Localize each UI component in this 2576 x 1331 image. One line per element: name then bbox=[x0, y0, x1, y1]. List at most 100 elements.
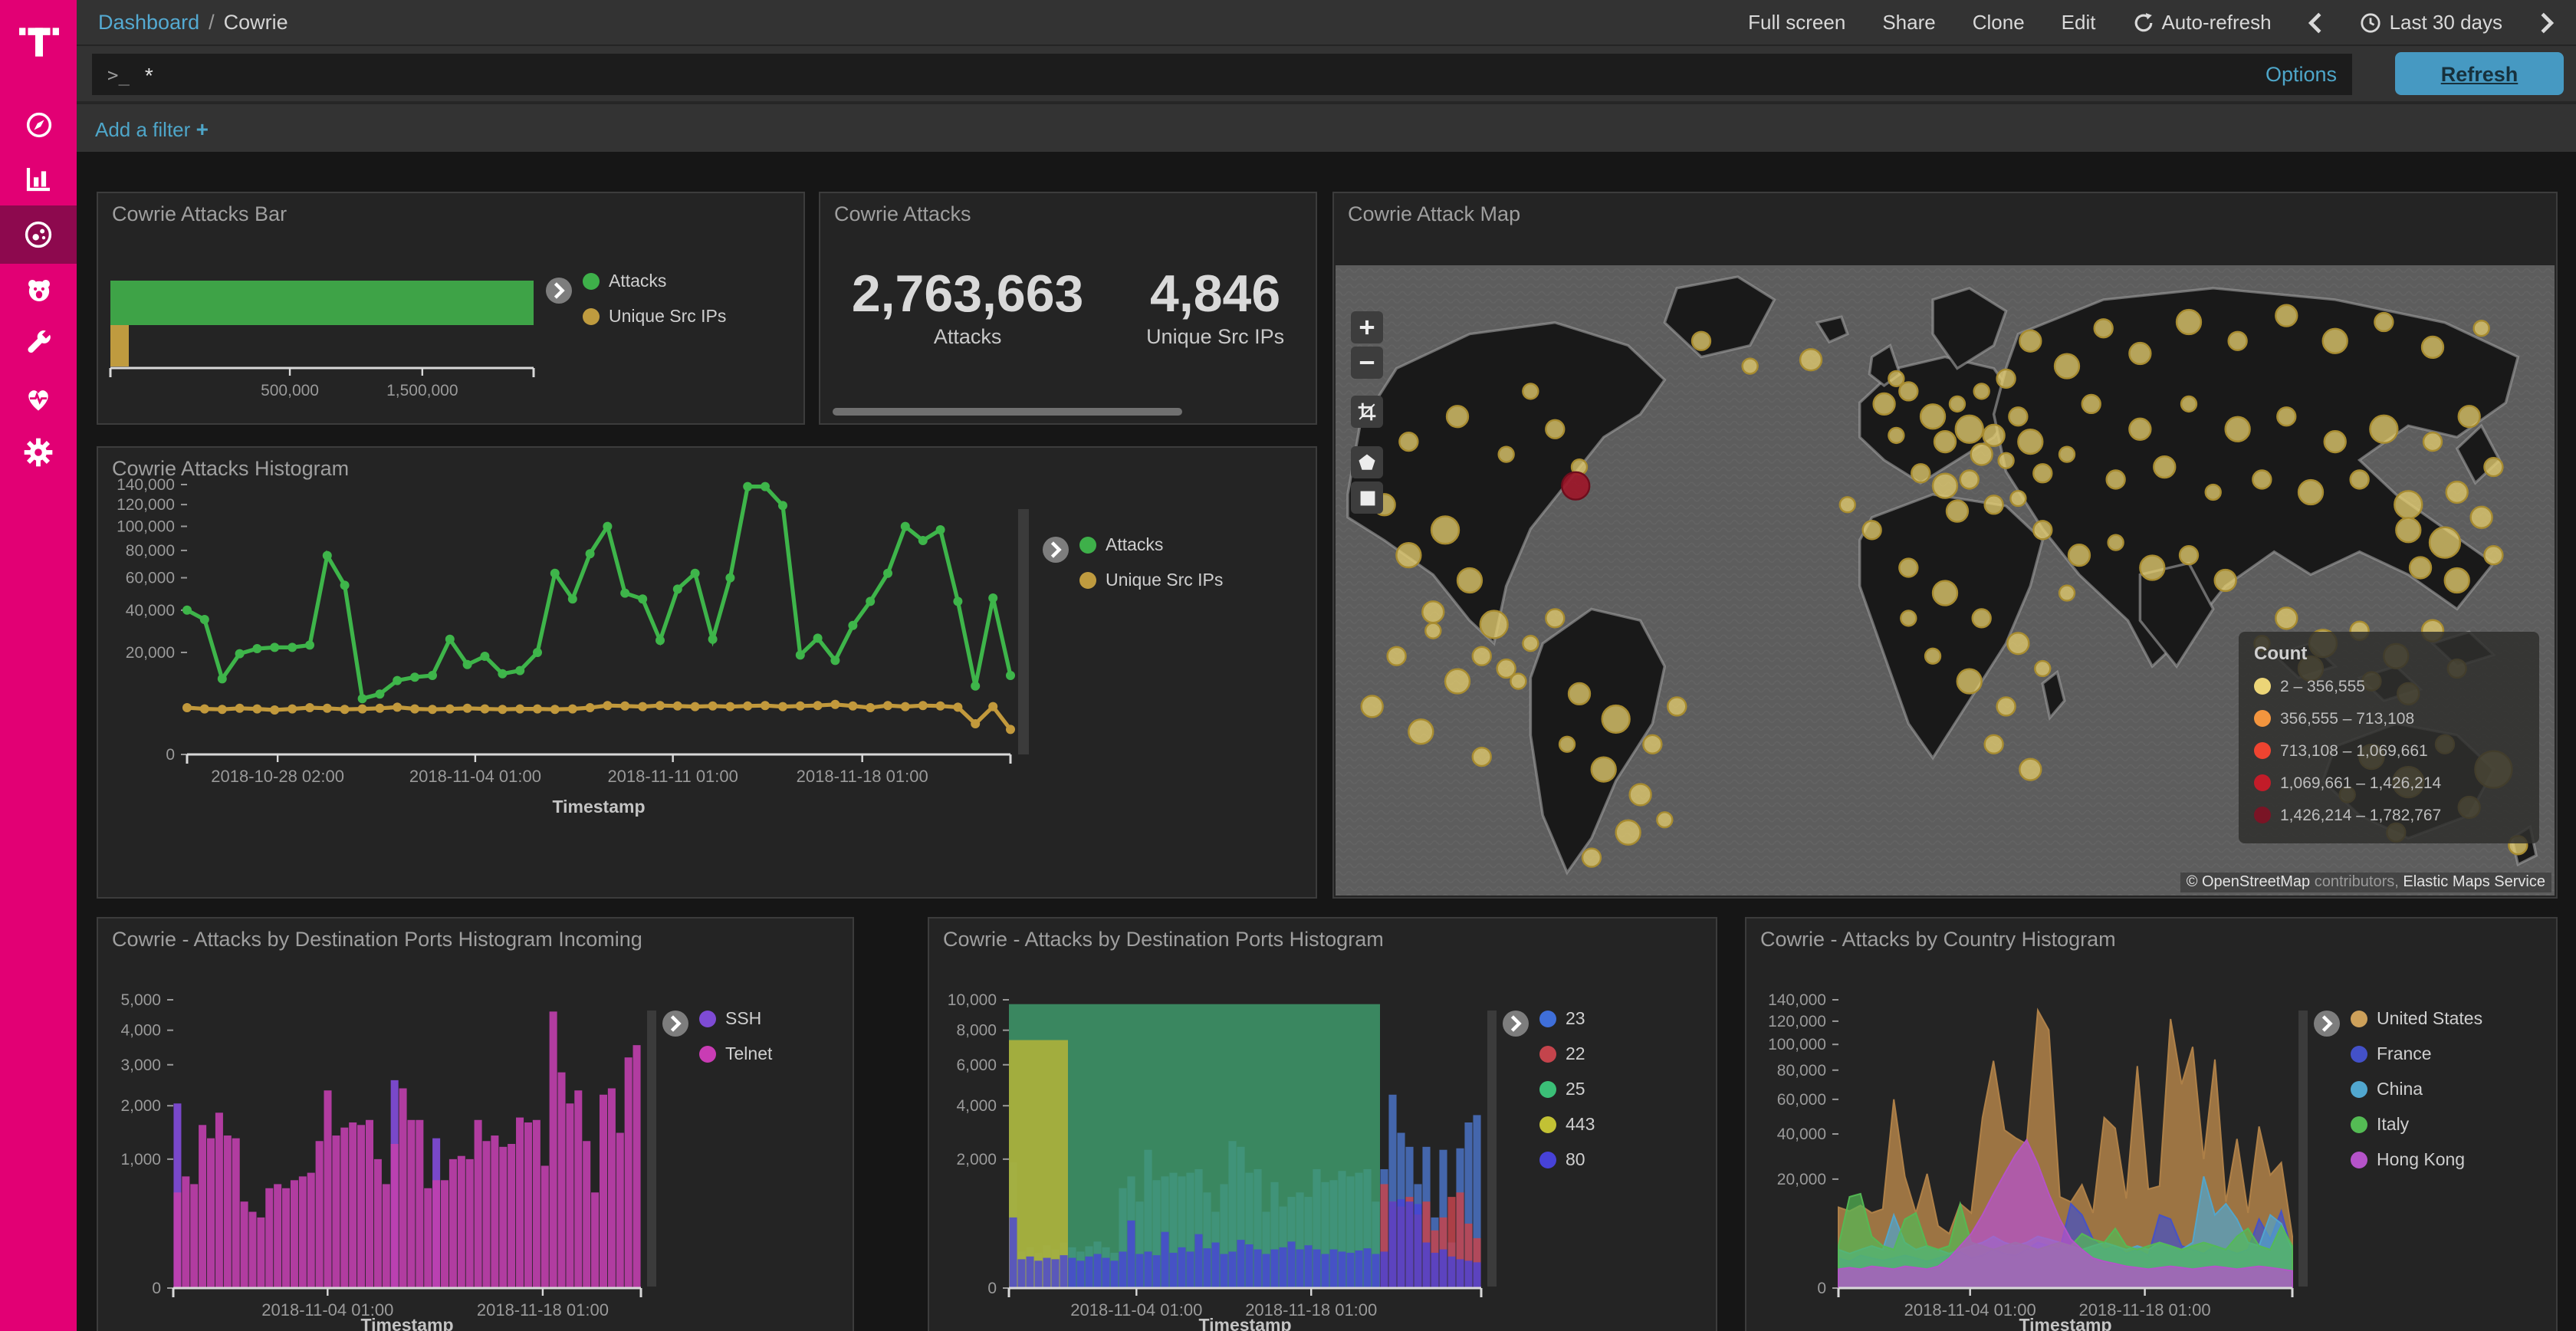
attack-point[interactable] bbox=[1656, 811, 1674, 829]
attack-point[interactable] bbox=[1545, 608, 1566, 629]
attack-point[interactable] bbox=[2483, 456, 2504, 478]
attack-point[interactable] bbox=[1471, 646, 1492, 666]
attack-point[interactable] bbox=[2422, 431, 2443, 452]
attack-point[interactable] bbox=[2297, 478, 2325, 506]
attack-point[interactable] bbox=[2252, 469, 2272, 490]
attack-point[interactable] bbox=[2224, 416, 2251, 442]
attack-point[interactable] bbox=[2445, 480, 2469, 504]
attack-point[interactable] bbox=[1581, 847, 1602, 868]
attack-point[interactable] bbox=[2276, 406, 2297, 427]
attack-point[interactable] bbox=[2009, 489, 2027, 508]
attack-point[interactable] bbox=[2275, 606, 2298, 630]
legend-item-china[interactable]: China bbox=[2351, 1072, 2482, 1107]
search-input[interactable]: >_ * Options bbox=[92, 54, 2352, 95]
attack-point[interactable] bbox=[1996, 368, 2016, 389]
sidebar-item-visualize[interactable] bbox=[0, 152, 77, 205]
attack-point[interactable] bbox=[2175, 308, 2203, 336]
legend-expand-button[interactable] bbox=[2314, 1011, 2340, 1037]
edit-button[interactable]: Edit bbox=[2061, 11, 2096, 34]
legend-expand-button[interactable] bbox=[662, 1011, 688, 1037]
legend-item-ssh[interactable]: SSH bbox=[699, 1001, 772, 1037]
legend-item-italy[interactable]: Italy bbox=[2351, 1107, 2482, 1142]
attack-point[interactable] bbox=[1911, 463, 1931, 484]
chart-scrollbar[interactable] bbox=[1018, 509, 1029, 754]
attack-point[interactable] bbox=[2275, 304, 2298, 327]
attack-point[interactable] bbox=[1741, 357, 1759, 375]
legend-item-unique-src-ips[interactable]: Unique Src IPs bbox=[583, 299, 726, 334]
attack-point[interactable] bbox=[2081, 393, 2101, 415]
attack-point[interactable] bbox=[1424, 622, 1442, 639]
attack-point[interactable] bbox=[2321, 327, 2348, 354]
legend-item-france[interactable]: France bbox=[2351, 1037, 2482, 1072]
legend-item-22[interactable]: 22 bbox=[1539, 1037, 1595, 1072]
attack-point[interactable] bbox=[1924, 647, 1942, 665]
query-options-link[interactable]: Options bbox=[2265, 63, 2337, 86]
attack-point[interactable] bbox=[1479, 610, 1509, 639]
attack-point[interactable] bbox=[1395, 542, 1422, 569]
attack-point[interactable] bbox=[1997, 452, 2015, 469]
attack-point[interactable] bbox=[2227, 330, 2248, 351]
draw-rectangle-button[interactable] bbox=[1351, 481, 1383, 514]
attack-point[interactable] bbox=[2032, 520, 2053, 541]
legend-item-443[interactable]: 443 bbox=[1539, 1107, 1595, 1142]
attack-point[interactable] bbox=[1933, 429, 1957, 454]
attack-point[interactable] bbox=[1522, 383, 1539, 400]
sidebar-item-devtools[interactable] bbox=[0, 317, 77, 371]
legend-item-2-356-555[interactable]: 2 – 356,555 bbox=[2254, 670, 2524, 702]
legend-item-united-states[interactable]: United States bbox=[2351, 1001, 2482, 1037]
sidebar-item-bear[interactable] bbox=[0, 264, 77, 317]
legend-item-attacks[interactable]: Attacks bbox=[1079, 527, 1223, 563]
horizontal-scrollbar[interactable] bbox=[833, 408, 1182, 416]
attack-point[interactable] bbox=[1398, 431, 1419, 452]
attack-point[interactable] bbox=[2457, 405, 2481, 429]
attack-point[interactable] bbox=[1445, 405, 1470, 429]
attack-point[interactable] bbox=[1931, 580, 1959, 606]
legend-item-23[interactable]: 23 bbox=[1539, 1001, 1595, 1037]
attack-point[interactable] bbox=[2349, 469, 2370, 490]
attack-point[interactable] bbox=[1496, 658, 1516, 679]
attack-point[interactable] bbox=[1872, 392, 1896, 416]
legend-item-unique-src-ips[interactable]: Unique Src IPs bbox=[1079, 563, 1223, 598]
bar-attacks[interactable] bbox=[110, 281, 534, 325]
legend-item-hong-kong[interactable]: Hong Kong bbox=[2351, 1142, 2482, 1178]
zoom-in-button[interactable] bbox=[1351, 311, 1383, 343]
attack-point[interactable] bbox=[2153, 455, 2177, 479]
attack-point[interactable] bbox=[2420, 335, 2445, 360]
attack-point[interactable] bbox=[1471, 746, 1492, 767]
attack-point[interactable] bbox=[2128, 417, 2152, 441]
attack-point[interactable] bbox=[2374, 311, 2394, 333]
attacks-histogram-chart[interactable]: 0 20,000 40,000 60,000 80,000 100,000 120,000 1… bbox=[98, 472, 1316, 900]
bar-unique-src-ips[interactable] bbox=[110, 325, 129, 366]
attack-point[interactable] bbox=[2139, 554, 2166, 581]
attack-point[interactable] bbox=[2369, 414, 2399, 444]
map-canvas[interactable]: Count 2 – 356,555 356,555 – 713,108 713,10… bbox=[1336, 265, 2555, 896]
attack-point[interactable] bbox=[1799, 348, 1823, 372]
attack-point[interactable] bbox=[2058, 445, 2076, 463]
attack-point[interactable] bbox=[1996, 696, 2016, 717]
legend-item-356-555-713-108[interactable]: 356,555 – 713,108 bbox=[2254, 702, 2524, 735]
sidebar-item-monitoring[interactable] bbox=[0, 371, 77, 425]
attack-point[interactable] bbox=[2472, 320, 2490, 337]
attack-point[interactable] bbox=[2323, 429, 2347, 454]
fullscreen-button[interactable]: Full screen bbox=[1748, 11, 1846, 34]
attack-point[interactable] bbox=[1430, 515, 1460, 545]
attack-point[interactable] bbox=[1888, 370, 1905, 388]
attack-point[interactable] bbox=[2019, 329, 2042, 353]
add-filter-button[interactable]: Add a filter + bbox=[95, 116, 209, 140]
attack-point[interactable] bbox=[1558, 735, 1576, 753]
share-button[interactable]: Share bbox=[1882, 11, 1936, 34]
attack-point[interactable] bbox=[2032, 463, 2053, 484]
clone-button[interactable]: Clone bbox=[1972, 11, 2025, 34]
attack-point[interactable] bbox=[1360, 695, 1384, 718]
zoom-out-button[interactable] bbox=[1351, 347, 1383, 379]
country-histogram-chart[interactable]: 0 20,000 40,000 60,000 80,000 100,000 120,000 1… bbox=[1746, 961, 2556, 1331]
attack-point[interactable] bbox=[2006, 632, 2030, 656]
attack-point[interactable] bbox=[1982, 423, 2006, 448]
legend-expand-button[interactable] bbox=[1043, 537, 1069, 563]
attack-point[interactable] bbox=[2105, 469, 2126, 490]
attack-point[interactable] bbox=[2053, 353, 2081, 380]
attack-point-hot[interactable] bbox=[1561, 471, 1591, 501]
attack-point[interactable] bbox=[1522, 635, 1539, 652]
attack-point[interactable] bbox=[1971, 608, 1992, 629]
osm-attribution-link[interactable]: © OpenStreetMap bbox=[2186, 874, 2311, 891]
